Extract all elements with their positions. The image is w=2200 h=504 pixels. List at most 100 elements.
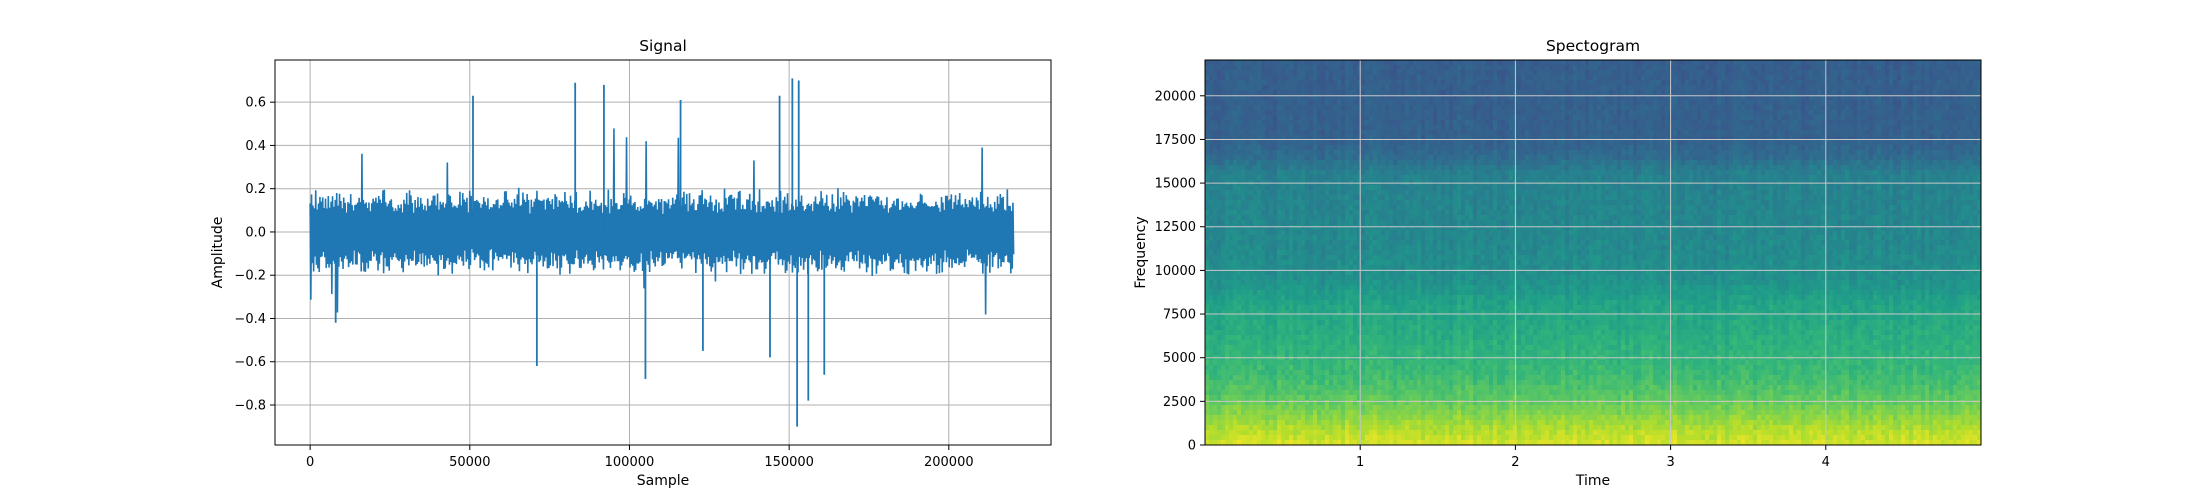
spectrogram-cell [1265, 140, 1270, 146]
spectrogram-cell [1429, 215, 1434, 221]
spectrogram-cell [1293, 325, 1298, 331]
spectrogram-cell [1289, 330, 1294, 336]
spectrogram-cell [1277, 315, 1282, 321]
spectrogram-cell [1317, 320, 1322, 326]
spectrogram-cell [1305, 405, 1310, 411]
spectrogram-cell [1389, 105, 1394, 111]
spectrogram-cell [1369, 210, 1374, 216]
spectrogram-cell [1337, 325, 1342, 331]
spectrogram-cell [1453, 170, 1458, 176]
spectrogram-cell [1253, 260, 1258, 266]
spectrogram-cell [1389, 80, 1394, 86]
spectrogram-cell [1249, 125, 1254, 131]
spectrogram-cell [1373, 365, 1378, 371]
spectrogram-cell [1397, 240, 1402, 246]
spectrogram-cell [1273, 130, 1278, 136]
spectrogram-cell [1221, 310, 1226, 316]
spectrogram-cell [1413, 425, 1418, 431]
spectrogram-cell [1337, 285, 1342, 291]
spectrogram-cell [1313, 340, 1318, 346]
spectrogram-cell [1285, 230, 1290, 236]
spectrogram-cell [1321, 220, 1326, 226]
spectrogram-cell [1305, 245, 1310, 251]
spectrogram-cell [1397, 315, 1402, 321]
spectrogram-cell [1261, 75, 1266, 81]
spectrogram-cell [1309, 65, 1314, 71]
spectrogram-cell [1293, 385, 1298, 391]
spectrogram-cell [1425, 380, 1430, 386]
spectrogram-cell [1257, 100, 1262, 106]
spectrogram-cell [1345, 410, 1350, 416]
spectrogram-cell [1273, 190, 1278, 196]
spectrogram-cell [1233, 380, 1238, 386]
spectrogram-cell [1349, 215, 1354, 221]
spectrogram-cell [1437, 250, 1442, 256]
spectrogram-cell [1457, 230, 1462, 236]
spectrogram-cell [1209, 75, 1214, 81]
spectrogram-cell [1221, 330, 1226, 336]
spectrogram-cell [1265, 210, 1270, 216]
spectrogram-cell [1257, 340, 1262, 346]
spectrogram-cell [1237, 215, 1242, 221]
spectrogram-cell [1229, 165, 1234, 171]
spectrogram-cell [1285, 140, 1290, 146]
spectrogram-cell [1429, 225, 1434, 231]
spectrogram-cell [1445, 215, 1450, 221]
spectrogram-cell [1373, 90, 1378, 96]
spectrogram-cell [1381, 190, 1386, 196]
spectrogram-cell [1253, 405, 1258, 411]
spectrogram-cell [1449, 300, 1454, 306]
spectrogram-cell [1233, 215, 1238, 221]
spectrogram-cell [1381, 205, 1386, 211]
spectrogram-cell [1389, 200, 1394, 206]
spectrogram-cell [1337, 315, 1342, 321]
spectrogram-cell [1345, 70, 1350, 76]
spectrogram-cell [1217, 340, 1222, 346]
spectrogram-cell [1301, 350, 1306, 356]
spectrogram-cell [1373, 380, 1378, 386]
spectrogram-cell [1405, 285, 1410, 291]
spectrogram-cell [1213, 290, 1218, 296]
spectrogram-cell [1317, 190, 1322, 196]
spectrogram-cell [1249, 110, 1254, 116]
spectrogram-cell [1285, 415, 1290, 421]
spectrogram-cell [1357, 430, 1362, 436]
spectrogram-cell [1241, 195, 1246, 201]
spectrogram-cell [1361, 115, 1366, 121]
spectrogram-cell [1337, 110, 1342, 116]
spectrogram-cell [1337, 240, 1342, 246]
spectrogram-cell [1273, 385, 1278, 391]
spectrogram-cell [1253, 110, 1258, 116]
spectrogram-cell [1421, 185, 1426, 191]
spectrogram-cell [1433, 240, 1438, 246]
spectrogram-cell [1261, 235, 1266, 241]
spectrogram-cell [1325, 175, 1330, 181]
spectrogram-cell [1417, 400, 1422, 406]
spectrogram-cell [1425, 240, 1430, 246]
spectrogram-cell [1305, 325, 1310, 331]
spectrogram-cell [1337, 305, 1342, 311]
spectrogram-cell [1273, 205, 1278, 211]
spectrogram-cell [1217, 110, 1222, 116]
spectrogram-cell [1329, 335, 1334, 341]
spectrogram-cell [1353, 240, 1358, 246]
spectrogram-cell [1277, 375, 1282, 381]
spectrogram-cell [1253, 170, 1258, 176]
spectrogram-cell [1449, 420, 1454, 426]
spectrogram-cell [1409, 155, 1414, 161]
spectrogram-cell [1305, 330, 1310, 336]
spectrogram-cell [1445, 65, 1450, 71]
spectrogram-cell [1273, 305, 1278, 311]
spectrogram-cell [1461, 75, 1466, 81]
spectrogram-cell [1433, 230, 1438, 236]
spectrogram-cell [1433, 115, 1438, 121]
spectrogram-cell [1321, 60, 1326, 66]
spectrogram-cell [1425, 230, 1430, 236]
spectrogram-cell [1365, 65, 1370, 71]
spectrogram-cell [1209, 365, 1214, 371]
spectrogram-cell [1397, 125, 1402, 131]
spectrogram-cell [1373, 115, 1378, 121]
spectrogram-cell [1341, 320, 1346, 326]
spectrogram-cell [1445, 280, 1450, 286]
spectrogram-cell [1301, 215, 1306, 221]
